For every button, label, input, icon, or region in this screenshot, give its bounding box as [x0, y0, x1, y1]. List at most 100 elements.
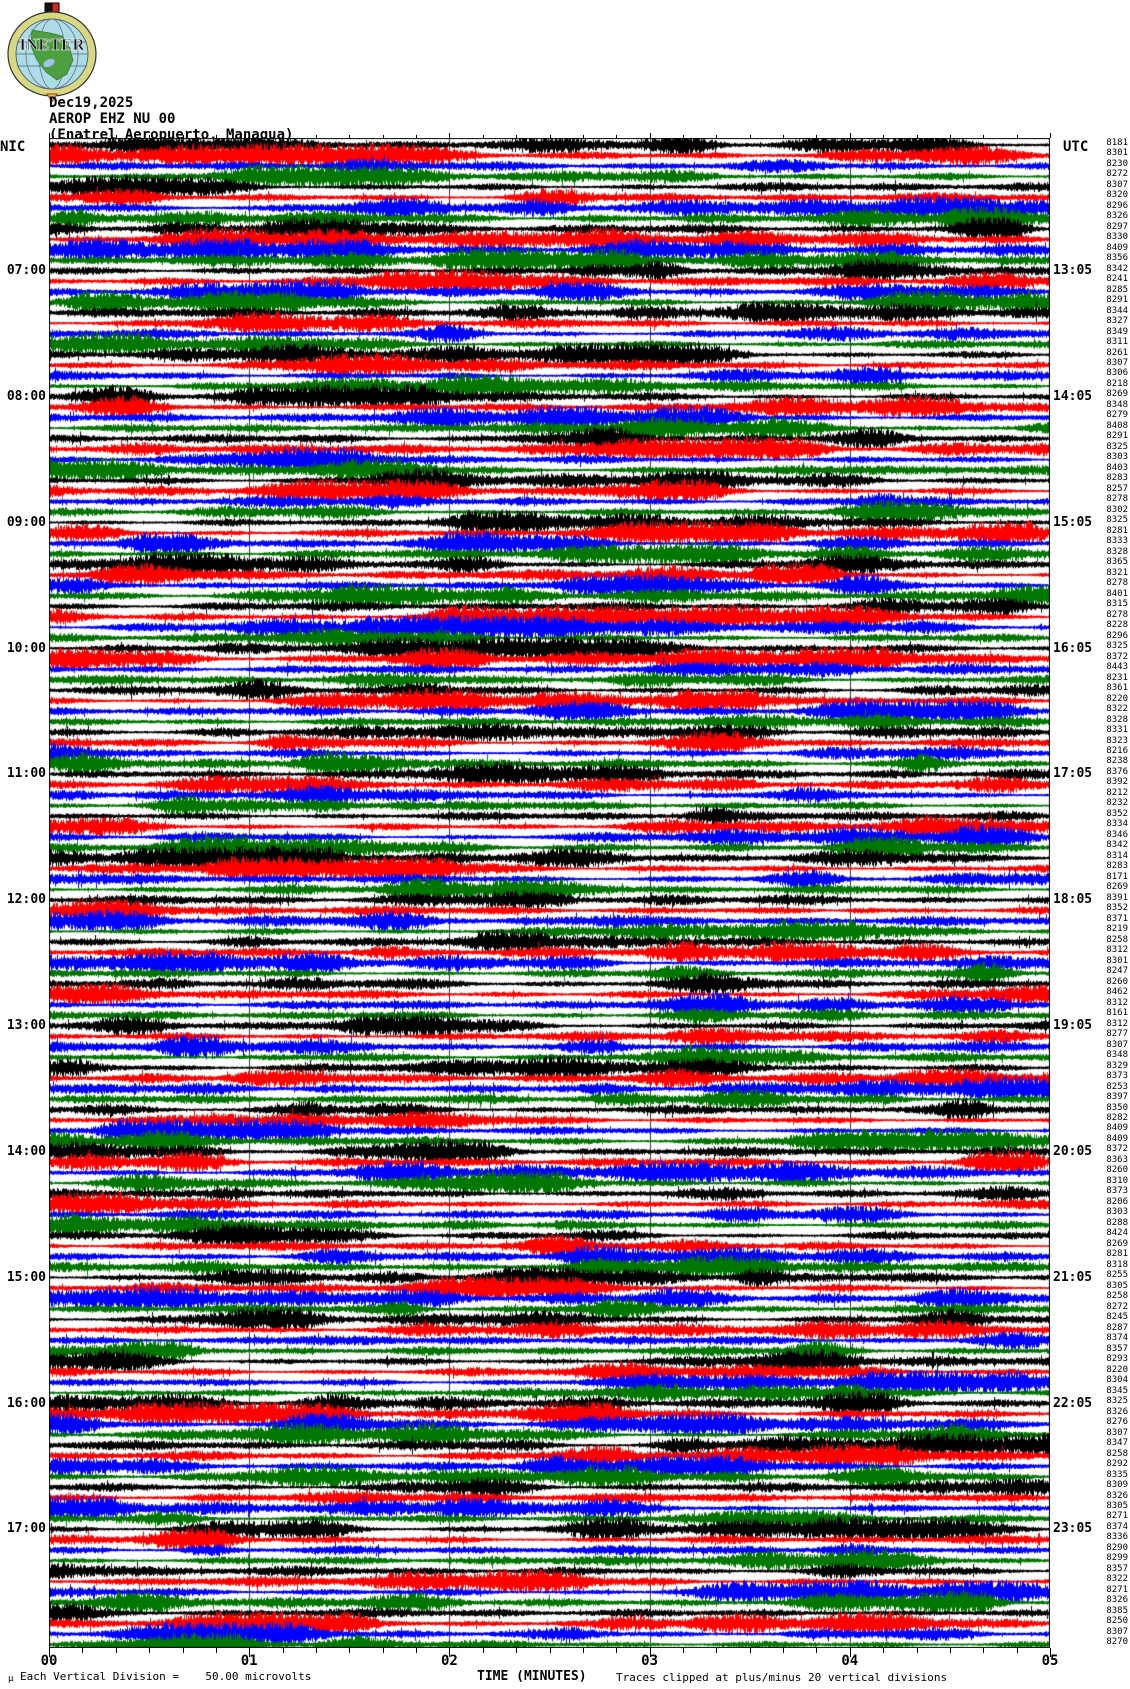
nic-hour-label: 16:00: [6, 1395, 46, 1411]
x-axis-minor-tick: [749, 1648, 751, 1653]
trace-line-mean-count: 8328: [1106, 714, 1128, 725]
x-axis-top-tick: [482, 135, 484, 138]
trace-line-mean-count: 8306: [1106, 368, 1128, 379]
trace-line-mean-count: 8299: [1106, 1553, 1128, 1564]
trace-line-mean-count: 8312: [1106, 1018, 1128, 1029]
trace-line-mean-count: 8283: [1106, 473, 1128, 484]
trace-line-mean-count: 8258: [1106, 934, 1128, 945]
nic-hour-label: 14:00: [6, 1143, 46, 1159]
trace-line-mean-count: 8443: [1106, 662, 1128, 672]
trace-line-mean-count: 8372: [1106, 651, 1128, 662]
trace-line-mean-count: 8272: [1106, 1301, 1128, 1312]
x-axis-title: TIME (MINUTES): [477, 1669, 587, 1684]
microvolt-symbol: μ: [8, 1674, 14, 1684]
trace-line-mean-count: 8342: [1106, 263, 1128, 274]
trace-line-mean-count: 8307: [1106, 1427, 1128, 1438]
trace-line-mean-count: 8335: [1106, 1469, 1128, 1480]
trace-line-mean-count: 8385: [1106, 1605, 1128, 1616]
trace-line-mean-count: 8397: [1106, 1092, 1128, 1102]
trace-line-mean-count: 8326: [1106, 1595, 1128, 1606]
x-axis-major-tick: [249, 1648, 251, 1657]
left-axis-header-nic: NIC: [0, 139, 26, 155]
trace-line-mean-count: 8328: [1106, 546, 1128, 557]
trace-line-mean-count: 8334: [1106, 819, 1128, 830]
plot-date: Dec19,2025: [49, 95, 134, 111]
x-axis-top-tick: [549, 135, 551, 138]
x-axis-minor-tick: [182, 1648, 184, 1653]
trace-line-mean-count: 8372: [1106, 1144, 1128, 1155]
utc-hour-label: 13:05: [1053, 263, 1093, 279]
x-axis-top-tick: [282, 135, 284, 138]
utc-hour-label: 18:05: [1053, 892, 1093, 908]
station-code: AEROP EHZ NU 00: [49, 111, 176, 127]
trace-line-mean-count: 8220: [1106, 693, 1128, 704]
trace-line-mean-count: 8281: [1106, 1249, 1128, 1260]
trace-line-mean-count: 8361: [1106, 683, 1128, 693]
trace-line-mean-count: 8326: [1106, 211, 1128, 222]
x-axis-minor-tick: [683, 1648, 684, 1653]
trace-line-mean-count: 8336: [1106, 1532, 1128, 1543]
trace-line-mean-count: 8245: [1106, 1312, 1128, 1323]
trace-line-mean-count: 8303: [1106, 452, 1128, 463]
x-axis-top-tick: [115, 135, 117, 138]
trace-line-mean-count: 8279: [1106, 410, 1128, 421]
trace-line-mean-count: 8271: [1106, 1584, 1128, 1595]
x-axis-minor-tick: [816, 1648, 818, 1653]
x-axis-top-tick: [149, 135, 151, 138]
trace-line-mean-count: 8269: [1106, 882, 1128, 893]
x-axis-top-tick: [315, 135, 317, 138]
trace-line-mean-count: 8331: [1106, 725, 1128, 735]
x-axis-minor-tick: [416, 1648, 417, 1653]
trace-line-mean-count: 8318: [1106, 1259, 1128, 1270]
trace-line-mean-count: 8310: [1106, 1175, 1128, 1186]
vertical-division-note: Each Vertical Division = 50.00 microvolt…: [20, 1670, 312, 1683]
x-axis-tick-label: 04: [841, 1653, 859, 1669]
trace-line-mean-count: 8371: [1106, 913, 1128, 924]
trace-line-mean-count: 8181: [1106, 137, 1128, 148]
trace-line-mean-count: 8250: [1106, 1616, 1128, 1627]
trace-line-mean-count: 8220: [1106, 1364, 1128, 1375]
trace-line-mean-count: 8171: [1106, 871, 1128, 882]
trace-line-mean-count: 8218: [1106, 378, 1128, 389]
utc-hour-label: 19:05: [1053, 1018, 1093, 1034]
trace-line-mean-count: 8258: [1106, 1448, 1128, 1459]
x-axis-top-tick: [249, 133, 251, 138]
trace-line-mean-count: 8291: [1106, 431, 1128, 442]
nic-hour-label: 17:00: [6, 1521, 46, 1537]
trace-line-mean-count: 8325: [1106, 441, 1128, 452]
x-axis-minor-tick: [883, 1648, 885, 1653]
trace-line-mean-count: 8247: [1106, 966, 1128, 977]
trace-line-mean-count: 8272: [1106, 169, 1128, 180]
trace-line-mean-count: 8253: [1106, 1081, 1128, 1092]
trace-line-mean-count: 8258: [1106, 1291, 1128, 1302]
trace-line-mean-count: 8311: [1106, 337, 1128, 347]
trace-line-mean-count: 8241: [1106, 274, 1128, 285]
x-axis-top-tick: [182, 135, 184, 138]
trace-line-mean-count: 8216: [1106, 745, 1128, 756]
x-axis-top-tick: [883, 135, 885, 138]
trace-line-mean-count: 8401: [1106, 588, 1128, 599]
x-axis-top-tick: [349, 135, 351, 138]
x-axis-top-tick: [949, 135, 951, 138]
x-axis-top-tick: [1016, 135, 1018, 138]
trace-line-mean-count: 8296: [1106, 630, 1128, 641]
trace-line-mean-count: 8285: [1106, 284, 1128, 295]
trace-line-mean-count: 8270: [1106, 1637, 1128, 1648]
nic-hour-label: 11:00: [6, 766, 46, 782]
x-axis-top-tick: [416, 135, 417, 138]
trace-line-mean-count: 8347: [1106, 1438, 1128, 1448]
trace-line-mean-count: 8392: [1106, 777, 1128, 788]
x-axis-top-tick: [683, 135, 684, 138]
trace-line-mean-count: 8342: [1106, 840, 1128, 851]
x-axis-top-tick: [616, 135, 618, 138]
trace-line-mean-count: 8325: [1106, 515, 1128, 526]
x-axis-minor-tick: [149, 1648, 151, 1653]
trace-line-mean-count: 8212: [1106, 787, 1128, 798]
x-axis-minor-tick: [949, 1648, 951, 1653]
trace-line-mean-count: 8325: [1106, 1396, 1128, 1407]
trace-line-mean-count: 8409: [1106, 1123, 1128, 1134]
trace-line-mean-count: 8305: [1106, 1280, 1128, 1291]
x-axis-top-tick: [716, 135, 718, 138]
trace-line-mean-count: 8424: [1106, 1228, 1128, 1239]
trace-line-mean-count: 8333: [1106, 536, 1128, 547]
